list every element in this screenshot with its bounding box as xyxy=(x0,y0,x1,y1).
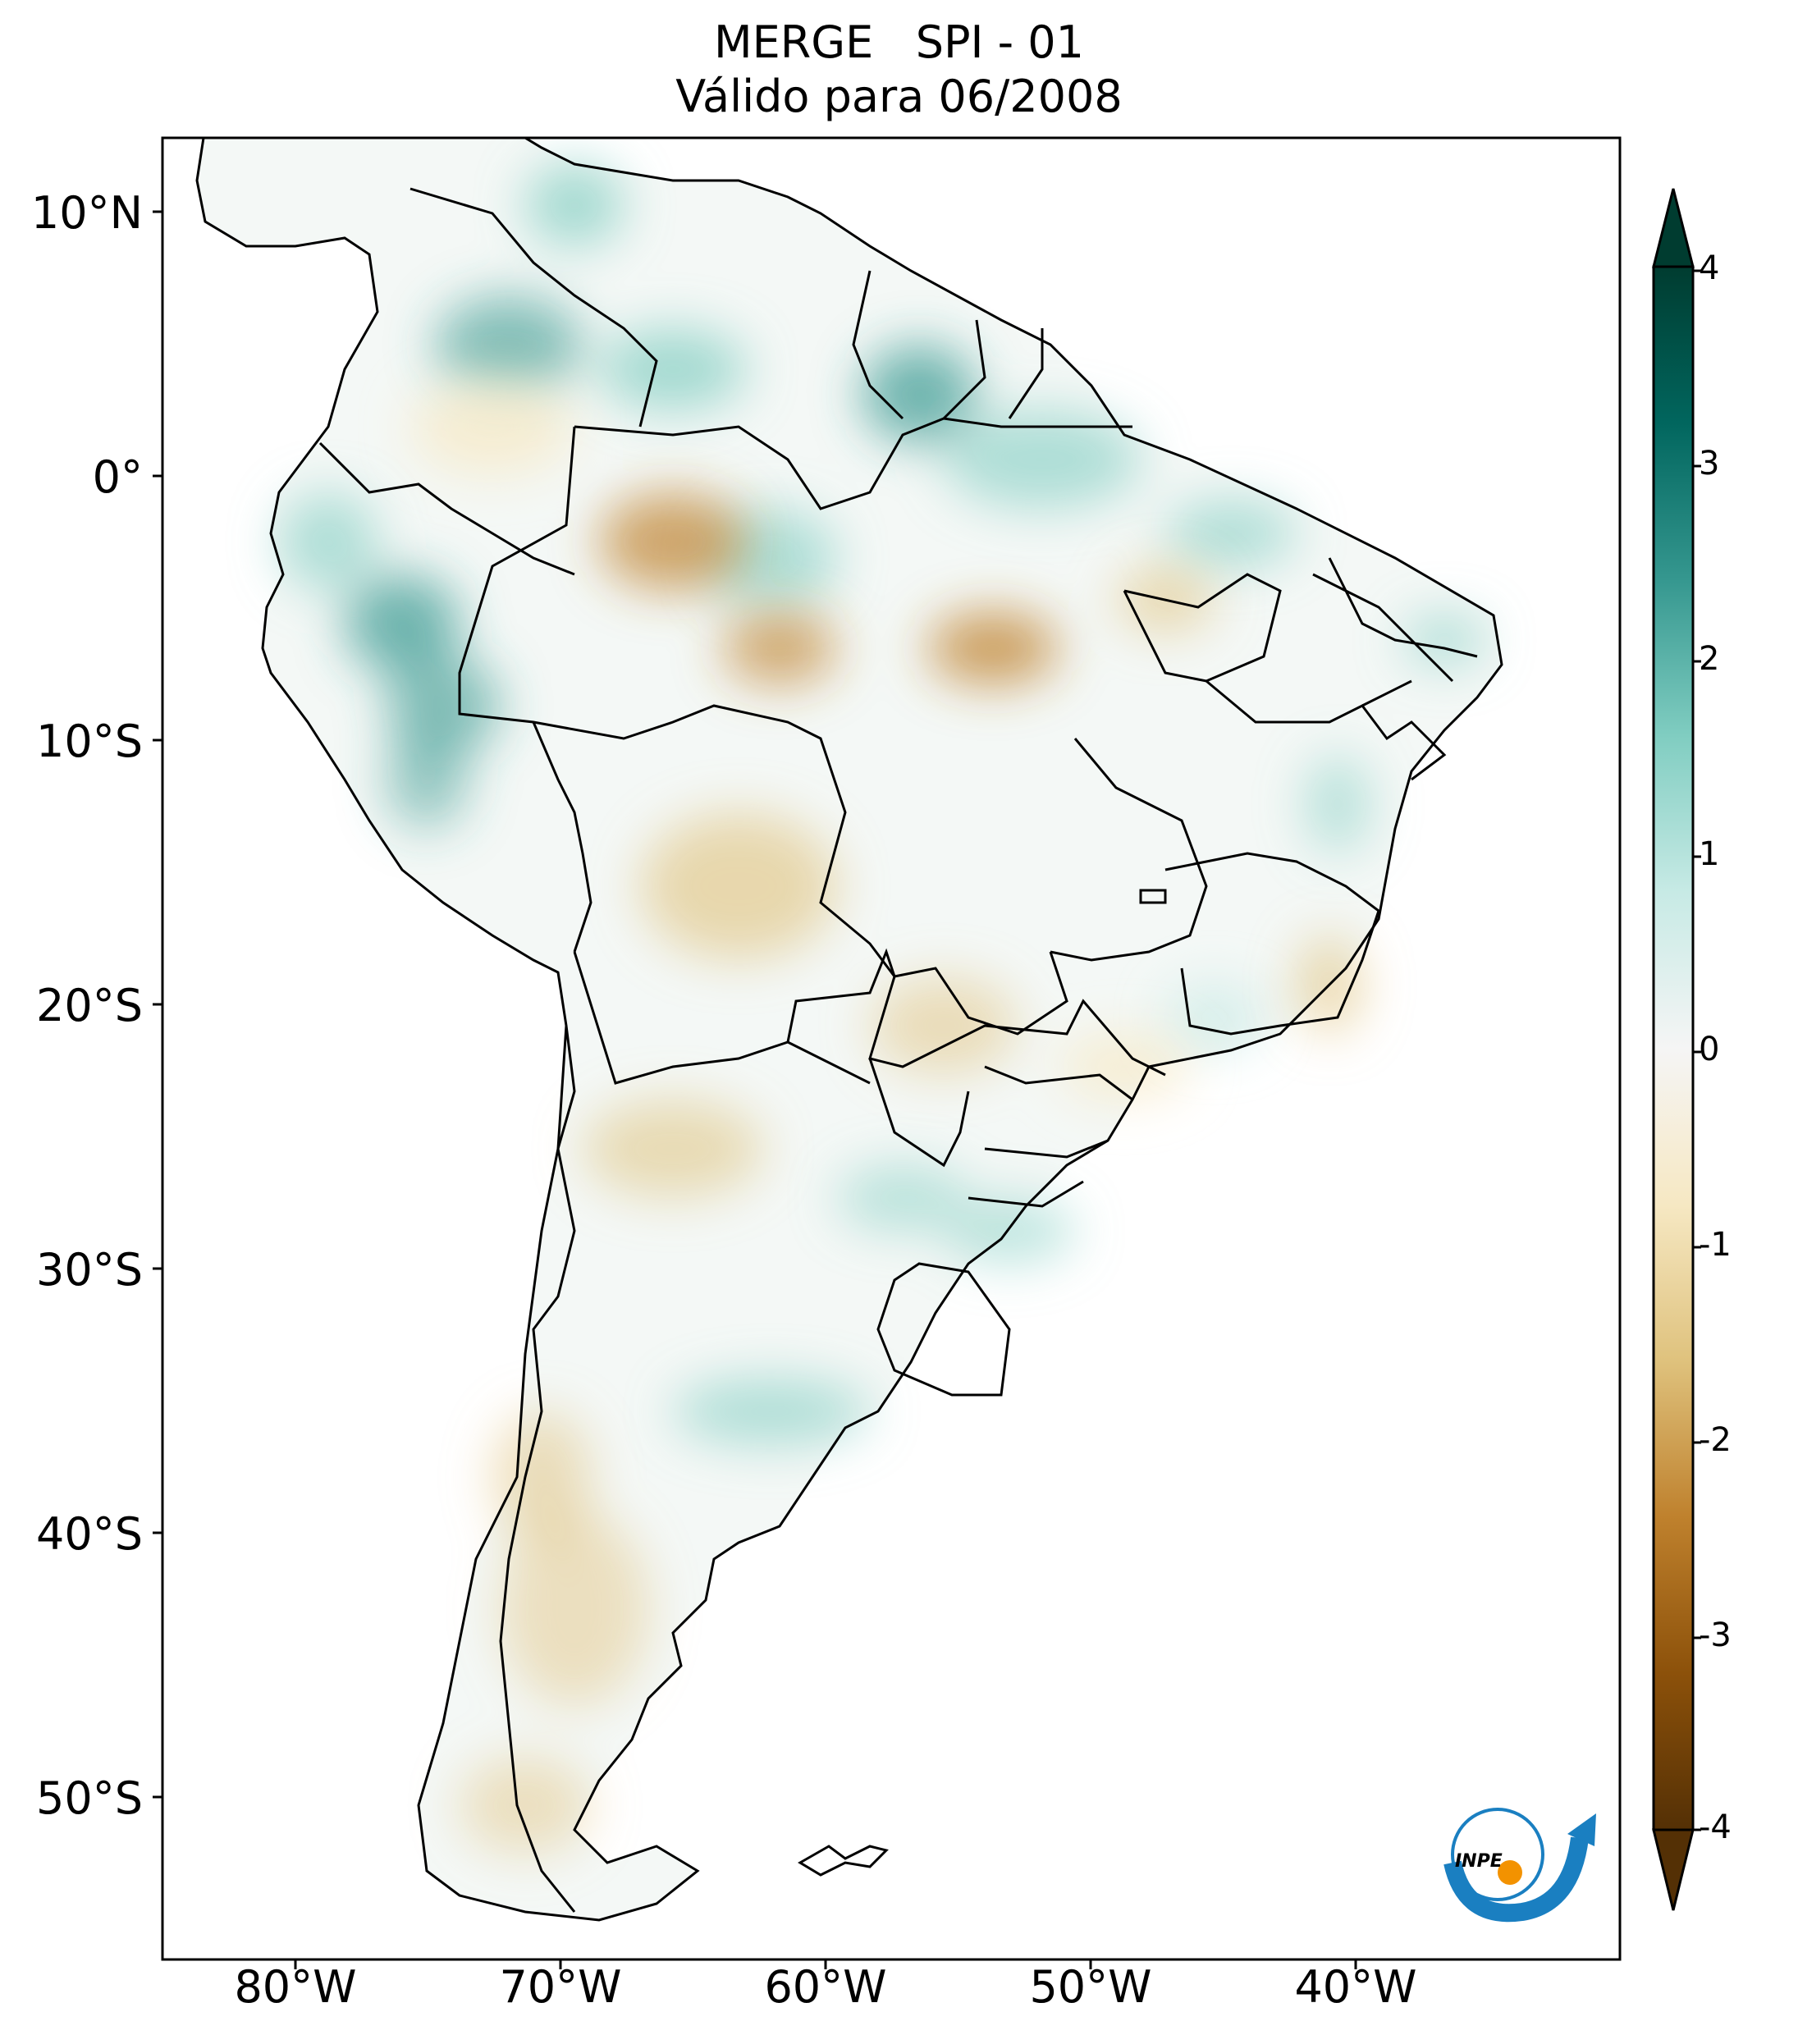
lon-label-40w: 40°W xyxy=(1294,1961,1417,2013)
lat-label-20s: 20°S xyxy=(36,980,143,1031)
states-brazil-4 xyxy=(1164,852,1380,1036)
border-uruguay xyxy=(876,1262,1011,1397)
colorbar-body xyxy=(1652,265,1695,1831)
lon-label-50w: 50°W xyxy=(1029,1961,1152,2013)
states-brazil-7 xyxy=(1312,557,1478,707)
states-brazil-5 xyxy=(894,951,1068,1036)
colorbar-label-neg4: -4 xyxy=(1699,1809,1732,1846)
colorbar-label-3: 3 xyxy=(1699,445,1720,482)
states-brazil-2 xyxy=(1050,738,1208,962)
dry-anomaly-regions xyxy=(410,377,1362,1854)
colorbar-label-0: 0 xyxy=(1699,1031,1720,1068)
lat-label-50s: 50°S xyxy=(36,1772,143,1824)
colorbar-top-extension xyxy=(1652,188,1695,268)
lat-label-10s: 10°S xyxy=(36,716,143,767)
colorbar-tick-marks xyxy=(1693,269,1701,1831)
border-chile-argentina xyxy=(499,1025,576,1913)
states-brazil-6 xyxy=(968,1065,1133,1208)
lat-label-40s: 40°S xyxy=(36,1508,143,1560)
political-borders xyxy=(195,138,1503,1922)
lon-label-70w: 70°W xyxy=(499,1961,622,2013)
colorbar-label-4: 4 xyxy=(1699,249,1720,287)
lat-label-30s: 30°S xyxy=(36,1244,143,1296)
border-guianas xyxy=(852,270,1044,420)
coastline xyxy=(195,138,1503,1922)
states-brazil-3 xyxy=(1206,679,1447,781)
falkland-islands xyxy=(798,1845,889,1877)
lat-tick-marks xyxy=(153,210,162,1799)
lon-tick-marks xyxy=(294,1959,1357,1969)
colorbar-bottom-extension xyxy=(1652,1828,1695,1911)
colorbar-label-neg1: -1 xyxy=(1699,1226,1732,1264)
border-ecuador-peru xyxy=(318,441,575,576)
map-title: MERGE SPI - 01 xyxy=(714,16,1084,68)
lon-label-60w: 60°W xyxy=(764,1961,887,2013)
inpe-logo: INPE xyxy=(1443,1808,1596,1923)
map-subtitle: Válido para 06/2008 xyxy=(675,71,1123,122)
lake-titicaca xyxy=(1139,889,1167,904)
border-bolivia-argentina xyxy=(573,951,871,1085)
logo-text: INPE xyxy=(1455,1851,1503,1872)
border-brazil-north xyxy=(574,417,1132,510)
colorbar-label-neg3: -3 xyxy=(1699,1616,1732,1654)
colorbar-label-neg2: -2 xyxy=(1699,1421,1732,1459)
lon-label-80w: 80°W xyxy=(234,1961,357,2013)
colorbar-label-2: 2 xyxy=(1699,640,1720,678)
lat-label-0: 0° xyxy=(92,451,143,503)
map-frame xyxy=(161,136,1622,1961)
colorbar-label-1: 1 xyxy=(1699,835,1720,873)
colorbar xyxy=(1652,188,1701,1911)
states-brazil-1 xyxy=(1123,573,1282,683)
border-peru-bolivia xyxy=(532,721,592,953)
border-colombia-venezuela xyxy=(409,187,658,428)
border-paraguay xyxy=(786,948,970,1168)
lat-label-10n: 10°N xyxy=(30,187,143,239)
